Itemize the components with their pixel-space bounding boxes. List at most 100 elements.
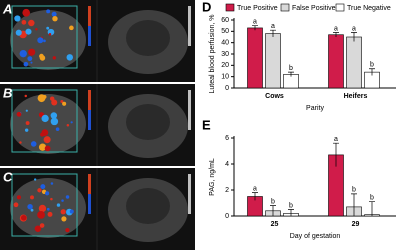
legend-swatch [280,3,290,12]
doppler-signal [16,111,22,117]
doppler-signal [23,61,29,67]
doppler-signal [30,141,37,147]
legend-label: True Positive [237,5,278,12]
significance-letter: b [289,65,293,72]
color-bar [188,90,191,130]
color-bar [88,26,91,46]
x-tick-label: 29 [352,221,360,228]
doppler-signal [51,11,57,17]
doppler-signal [25,109,28,112]
doppler-signal [46,9,51,14]
significance-letter: b [370,62,374,69]
doppler-signal [16,195,21,200]
doppler-signal [41,129,49,137]
legend-label: False Positive [292,5,336,12]
roi-box [11,173,78,237]
corpus-luteum [126,188,170,224]
doppler-signal [30,61,33,64]
doppler-signal [56,203,61,207]
doppler-signal [25,121,30,125]
doppler-signal [47,211,53,217]
significance-letter: a [352,25,356,32]
doppler-signal [65,227,70,233]
ultrasound-panels: A B C [0,0,195,250]
doppler-signal [28,48,36,56]
doppler-signal [66,54,73,61]
significance-letter: a [334,25,338,32]
bar [346,36,362,89]
significance-letter: b [352,187,356,194]
doppler-signal [52,56,56,60]
doppler-signal [51,99,58,106]
legend-label: True Negative [347,5,391,12]
y-tick-label: 40 [221,40,229,47]
doppler-signal [30,208,34,212]
y-axis-label: Luteal blood perfusion, % [209,15,216,94]
significance-letter: a [271,23,275,30]
significance-letter: a [334,136,338,143]
bar [265,33,281,89]
error-bar [288,71,294,77]
doppler-signal [55,127,60,131]
significance-letter: b [289,202,293,209]
doppler-signal [48,32,52,36]
doppler-signal [52,16,58,22]
doppler-signal [28,19,35,27]
doppler-signal [37,188,42,193]
y-tick-label: 60 [221,17,229,24]
chart-panel-label: E [202,117,211,132]
doppler-signal [46,26,50,30]
doppler-signal [39,223,45,228]
doppler-signal [65,195,70,199]
x-axis-label: Day of gestation [290,233,341,240]
panel-label: C [3,169,13,184]
doppler-signal [50,182,54,185]
doppler-signal [35,28,38,31]
error-bar [288,209,294,216]
y-tick-label: 50 [221,28,229,35]
doppler-signal [70,121,73,124]
error-bar [252,192,258,201]
doppler-signal [69,209,74,214]
significance-letter: b [370,195,374,202]
doppler-signal [24,94,28,98]
error-bar [369,201,375,216]
chart-panel-label: D [202,0,211,14]
color-bar [88,6,91,26]
doppler-signal [38,204,47,213]
color-bar [88,194,91,214]
color-bar [188,174,191,214]
x-tick-label: 25 [271,221,279,228]
significance-letter: a [253,185,257,192]
significance-letter: a [253,19,257,26]
y-tick-label: 0 [225,213,229,220]
y-axis-label: PAG, ng/mL [209,158,216,196]
doppler-signal [41,114,49,123]
roi-box [11,89,78,153]
y-tick-label: 20 [221,62,229,69]
doppler-signal [43,39,46,43]
color-bar [188,6,191,46]
doppler-signal [60,100,64,104]
color-bar [88,90,91,110]
doppler-signal [45,191,50,196]
tissue [10,94,86,154]
doppler-signal [62,101,67,106]
doppler-signal [30,195,34,200]
doppler-signal [27,203,33,210]
doppler-signal [25,28,32,35]
doppler-signal [39,55,46,61]
y-tick-label: 0 [225,85,229,92]
doppler-signal [61,216,67,222]
error-bar [270,205,276,216]
doppler-signal [13,202,19,208]
color-bar [88,110,91,130]
doppler-signal [60,209,66,215]
bar [247,27,263,89]
error-bar [369,68,375,76]
doppler-signal [34,225,42,232]
doppler-signal [24,128,29,132]
significance-letter: b [271,198,275,205]
doppler-signal [66,124,70,127]
